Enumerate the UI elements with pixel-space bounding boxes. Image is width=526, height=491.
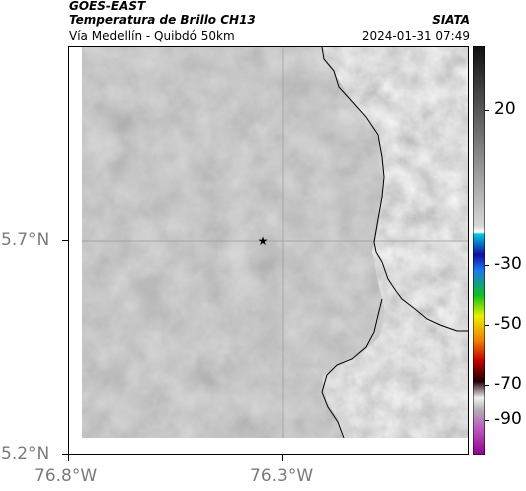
lat-label: 5.2°N bbox=[1, 444, 50, 464]
admin-border-line-south bbox=[321, 298, 383, 438]
organization-label: SIATA bbox=[432, 13, 470, 27]
lon-tick bbox=[282, 455, 283, 461]
star-icon: ★ bbox=[258, 234, 269, 248]
colorbar-label: -50 bbox=[494, 314, 522, 334]
colorbar-tick bbox=[485, 385, 489, 386]
brightness-temperature-map: ★ bbox=[82, 47, 468, 438]
satellite-name: GOES-EAST bbox=[69, 0, 146, 13]
lat-tick bbox=[62, 454, 68, 455]
colorbar-tick bbox=[485, 420, 489, 421]
colorbar-tick bbox=[485, 110, 489, 111]
colorbar-tick bbox=[485, 325, 489, 326]
colorbar-label: -70 bbox=[494, 374, 522, 394]
product-title: Temperatura de Brillo CH13 bbox=[69, 13, 256, 27]
colorbar-label: -30 bbox=[494, 254, 522, 274]
timestamp-label: 2024-01-31 07:49 bbox=[361, 29, 470, 43]
colorbar-label: -90 bbox=[494, 409, 522, 429]
lon-tick bbox=[68, 455, 69, 461]
map-panel[interactable]: ★ bbox=[68, 46, 469, 455]
lat-tick bbox=[62, 240, 68, 241]
admin-border-line bbox=[321, 47, 468, 332]
lon-label: 76.3°W bbox=[250, 466, 314, 486]
colorbar bbox=[473, 46, 485, 455]
lat-label: 5.7°N bbox=[1, 230, 50, 250]
region-subtitle: Vía Medellín - Quibdó 50km bbox=[69, 29, 235, 43]
lon-label: 76.8°W bbox=[34, 466, 98, 486]
colorbar-label: 20 bbox=[494, 99, 516, 119]
colorbar-tick bbox=[485, 265, 489, 266]
